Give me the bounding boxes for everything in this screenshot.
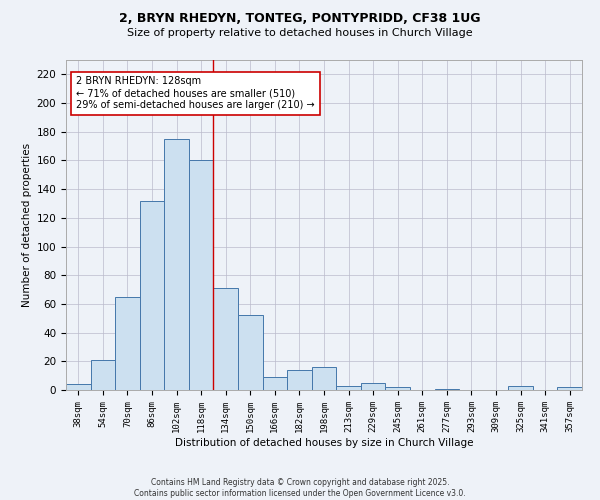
Text: Size of property relative to detached houses in Church Village: Size of property relative to detached ho…: [127, 28, 473, 38]
Bar: [361, 383, 385, 390]
X-axis label: Distribution of detached houses by size in Church Village: Distribution of detached houses by size …: [175, 438, 473, 448]
Bar: [434, 388, 459, 390]
Bar: [140, 200, 164, 390]
Bar: [189, 160, 214, 390]
Text: Contains HM Land Registry data © Crown copyright and database right 2025.
Contai: Contains HM Land Registry data © Crown c…: [134, 478, 466, 498]
Y-axis label: Number of detached properties: Number of detached properties: [22, 143, 32, 307]
Bar: [91, 360, 115, 390]
Bar: [66, 384, 91, 390]
Bar: [312, 367, 336, 390]
Bar: [508, 386, 533, 390]
Bar: [263, 377, 287, 390]
Bar: [214, 288, 238, 390]
Bar: [336, 386, 361, 390]
Bar: [557, 387, 582, 390]
Text: 2 BRYN RHEDYN: 128sqm
← 71% of detached houses are smaller (510)
29% of semi-det: 2 BRYN RHEDYN: 128sqm ← 71% of detached …: [76, 76, 315, 110]
Bar: [238, 316, 263, 390]
Bar: [385, 387, 410, 390]
Bar: [115, 296, 140, 390]
Text: 2, BRYN RHEDYN, TONTEG, PONTYPRIDD, CF38 1UG: 2, BRYN RHEDYN, TONTEG, PONTYPRIDD, CF38…: [119, 12, 481, 26]
Bar: [287, 370, 312, 390]
Bar: [164, 139, 189, 390]
